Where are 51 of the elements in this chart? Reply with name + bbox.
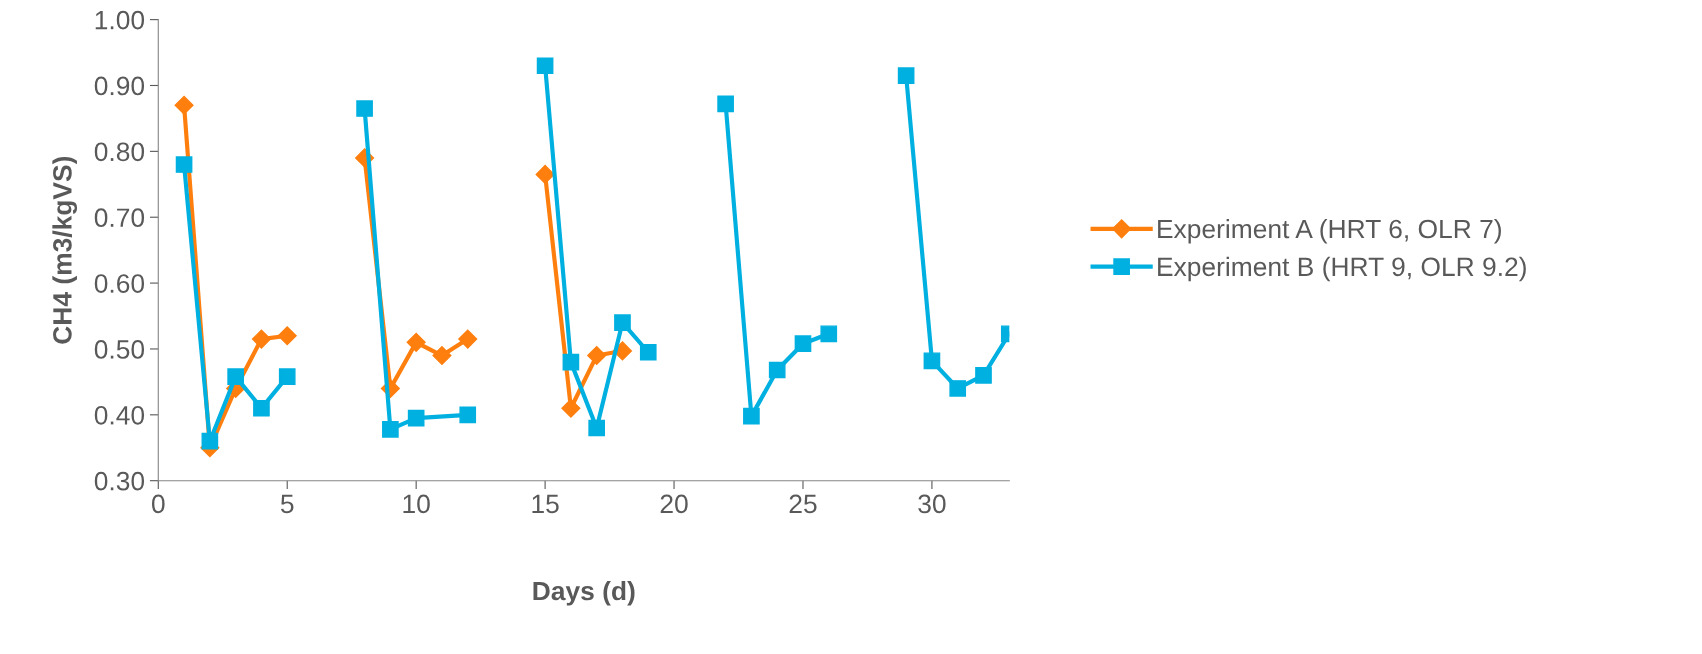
- y-tick-label: 0.80: [94, 142, 145, 162]
- x-tick-label: 10: [403, 494, 430, 514]
- y-tick-label: 0.70: [94, 208, 145, 228]
- point: [717, 95, 734, 113]
- point: [949, 380, 967, 397]
- x-tick-label: 20: [660, 494, 688, 514]
- x-tick-label: 15: [532, 494, 559, 514]
- point: [277, 326, 297, 346]
- point: [458, 329, 478, 349]
- point: [614, 314, 631, 331]
- y-tick-label: 0.60: [94, 274, 145, 293]
- point: [794, 335, 812, 353]
- x-tick-label: 0: [151, 494, 165, 514]
- point: [253, 399, 270, 417]
- point: [561, 398, 581, 418]
- point: [382, 420, 399, 438]
- y-tick-label: 0.30: [94, 471, 145, 491]
- point: [588, 419, 606, 437]
- point: [175, 156, 193, 173]
- point: [768, 361, 786, 379]
- point: [743, 407, 760, 425]
- x-tick-label: 25: [789, 494, 817, 514]
- point: [975, 366, 992, 384]
- point: [587, 346, 607, 366]
- y-tick-label: 0.50: [94, 340, 145, 359]
- y-tick-label: 0.40: [94, 405, 145, 425]
- y-axis-title: CH4 (m3/kgVS): [52, 156, 78, 344]
- point: [432, 346, 452, 366]
- y-tick-label: 0.90: [94, 76, 145, 96]
- point: [536, 57, 554, 75]
- point: [820, 325, 838, 343]
- point: [562, 353, 580, 371]
- point: [201, 432, 219, 450]
- point: [407, 409, 425, 427]
- point: [897, 67, 915, 84]
- point: [639, 343, 657, 361]
- x-axis-title: Days (d): [533, 580, 635, 606]
- y-tick-label: 1.00: [95, 10, 145, 30]
- point: [459, 406, 477, 424]
- x-tick-label: 5: [280, 494, 294, 514]
- point: [251, 329, 271, 349]
- point: [356, 100, 373, 117]
- x-tick-label: 30: [918, 494, 946, 514]
- point: [406, 332, 426, 352]
- point: [923, 352, 941, 370]
- point: [278, 368, 296, 385]
- point: [174, 95, 194, 115]
- point: [227, 368, 244, 385]
- point: [535, 164, 555, 184]
- legend-label: Experiment A (HRT 6, OLR 7): [1158, 218, 1501, 244]
- legend-label: Experiment B (HRT 9, OLR 9.2): [1158, 256, 1526, 282]
